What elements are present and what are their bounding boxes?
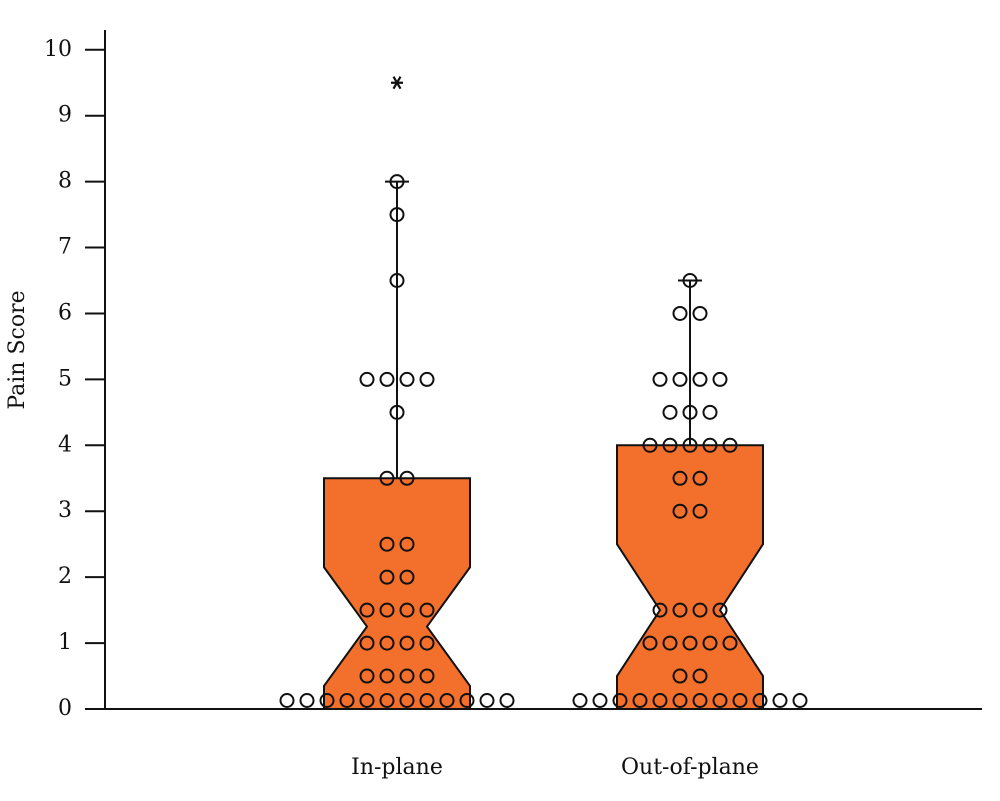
y-tick-label: 7 bbox=[58, 235, 72, 260]
y-tick-label: 10 bbox=[44, 37, 72, 62]
data-point bbox=[652, 693, 668, 708]
data-point bbox=[379, 371, 395, 387]
data-point bbox=[652, 602, 668, 618]
data-point bbox=[662, 404, 678, 420]
data-point bbox=[399, 536, 415, 552]
y-tick-label: 6 bbox=[58, 300, 72, 325]
data-point bbox=[359, 602, 375, 618]
data-point bbox=[672, 602, 688, 618]
data-point bbox=[692, 371, 708, 387]
data-point bbox=[319, 693, 335, 708]
data-point bbox=[389, 174, 405, 190]
data-point bbox=[379, 668, 395, 684]
box bbox=[616, 444, 764, 710]
data-point bbox=[662, 635, 678, 651]
data-point bbox=[339, 693, 355, 708]
data-point bbox=[389, 207, 405, 223]
data-point bbox=[359, 371, 375, 387]
outlier bbox=[391, 76, 403, 90]
data-point bbox=[379, 470, 395, 486]
data-point bbox=[642, 635, 658, 651]
data-point bbox=[702, 635, 718, 651]
data-point bbox=[379, 635, 395, 651]
data-point bbox=[692, 602, 708, 618]
data-point bbox=[399, 602, 415, 618]
x-tick-label: Out-of-plane bbox=[621, 755, 759, 780]
data-point bbox=[399, 371, 415, 387]
data-point bbox=[702, 404, 718, 420]
data-point bbox=[652, 371, 668, 387]
data-point bbox=[612, 693, 628, 708]
data-point bbox=[722, 437, 738, 453]
data-point bbox=[419, 668, 435, 684]
data-point bbox=[682, 437, 698, 453]
data-point bbox=[692, 668, 708, 684]
data-point bbox=[712, 371, 728, 387]
data-point bbox=[359, 635, 375, 651]
data-point bbox=[702, 437, 718, 453]
y-tick-label: 2 bbox=[58, 564, 72, 589]
data-point bbox=[399, 635, 415, 651]
data-point bbox=[359, 668, 375, 684]
data-point bbox=[722, 635, 738, 651]
data-point bbox=[399, 470, 415, 486]
y-tick-label: 0 bbox=[58, 696, 72, 721]
data-point bbox=[379, 602, 395, 618]
data-point bbox=[682, 273, 698, 289]
data-point bbox=[419, 635, 435, 651]
data-point bbox=[672, 470, 688, 486]
data-point bbox=[682, 635, 698, 651]
data-point bbox=[672, 371, 688, 387]
data-point bbox=[662, 437, 678, 453]
y-tick-label: 4 bbox=[58, 432, 72, 457]
data-point bbox=[752, 693, 768, 708]
y-tick-label: 3 bbox=[58, 498, 72, 523]
data-point bbox=[359, 693, 375, 708]
y-tick-label: 5 bbox=[58, 366, 72, 391]
data-point bbox=[732, 693, 748, 708]
data-point bbox=[712, 602, 728, 618]
x-tick-label: In-plane bbox=[351, 755, 443, 780]
data-point bbox=[632, 693, 648, 708]
data-point bbox=[592, 693, 608, 708]
y-tick-label: 9 bbox=[58, 103, 72, 128]
y-tick-label: 1 bbox=[58, 630, 72, 655]
data-point bbox=[389, 273, 405, 289]
data-point bbox=[459, 693, 475, 708]
data-point bbox=[682, 404, 698, 420]
data-point bbox=[672, 305, 688, 321]
box bbox=[323, 477, 471, 710]
data-point bbox=[672, 668, 688, 684]
data-point bbox=[479, 693, 495, 708]
data-point bbox=[419, 371, 435, 387]
data-point bbox=[379, 693, 395, 708]
y-tick-label: 8 bbox=[58, 169, 72, 194]
data-point bbox=[439, 693, 455, 708]
data-point bbox=[642, 437, 658, 453]
data-point bbox=[399, 569, 415, 585]
data-point bbox=[792, 693, 808, 708]
data-point bbox=[672, 693, 688, 708]
data-point bbox=[672, 503, 688, 519]
data-point bbox=[279, 693, 295, 708]
data-point bbox=[389, 404, 405, 420]
data-point bbox=[712, 693, 728, 708]
data-point bbox=[419, 693, 435, 708]
data-point bbox=[572, 693, 588, 708]
data-point bbox=[692, 470, 708, 486]
data-point bbox=[772, 693, 788, 708]
data-point bbox=[692, 305, 708, 321]
data-point bbox=[419, 602, 435, 618]
data-point bbox=[692, 693, 708, 708]
data-point bbox=[379, 536, 395, 552]
data-point bbox=[499, 693, 515, 708]
data-point bbox=[299, 693, 315, 708]
data-point bbox=[692, 503, 708, 519]
data-point bbox=[399, 693, 415, 708]
y-axis-label: Pain Score bbox=[5, 290, 30, 409]
data-point bbox=[379, 569, 395, 585]
data-point bbox=[399, 668, 415, 684]
